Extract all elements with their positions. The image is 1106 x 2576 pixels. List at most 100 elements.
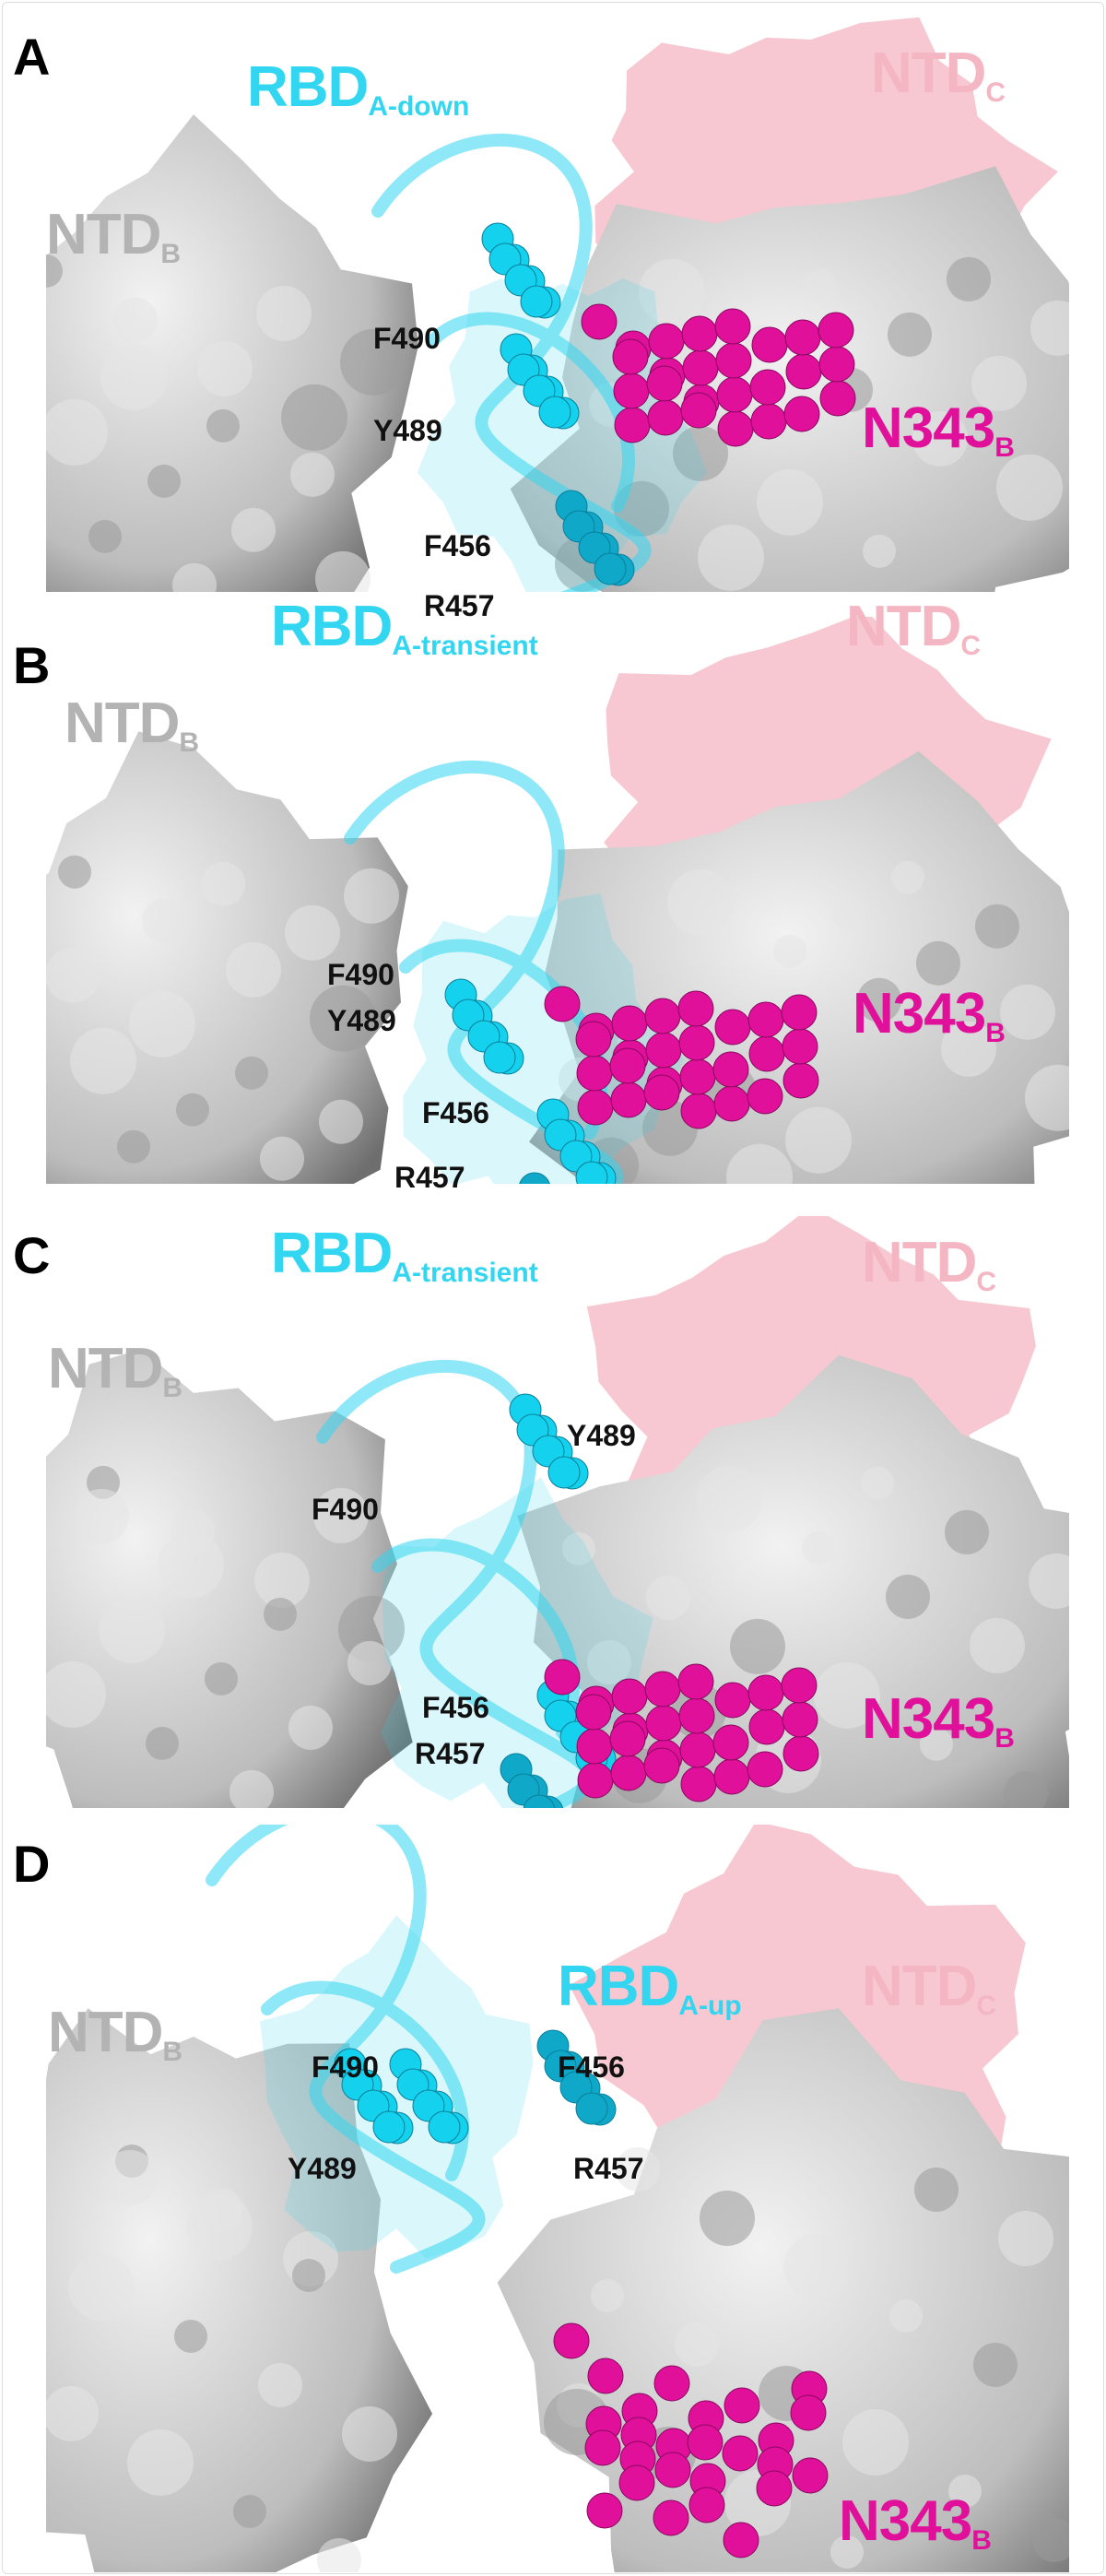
glycan-sphere [785, 353, 822, 390]
residue-label: F456 [424, 529, 491, 562]
residue-sphere [547, 1456, 581, 1489]
surface-bump [197, 340, 253, 396]
glycan-sphere [611, 1678, 648, 1715]
residue-label: F456 [422, 1096, 489, 1129]
glycan-sphere [678, 1697, 715, 1734]
surface-bump [147, 464, 181, 498]
glycan-sphere [612, 338, 649, 375]
surface-bump [773, 934, 806, 968]
surface-bump [68, 2253, 135, 2321]
residue-sphere [538, 396, 571, 429]
surface-bump [970, 1617, 1025, 1673]
panel-letter: C [13, 1226, 51, 1284]
glycan-sphere [790, 2394, 827, 2431]
n343-label-subscript: B [994, 1723, 1015, 1754]
rbd-label-subscript: A-transient [392, 1258, 538, 1288]
ntd-b-surface [46, 1349, 413, 1808]
glycan-sphere [544, 1659, 581, 1696]
surface-bump [832, 897, 865, 931]
n343-label-main: N343 [839, 2489, 972, 2553]
glycan-sphere [714, 1682, 751, 1719]
surface-bump [99, 1596, 165, 1663]
glycan-sphere [576, 1728, 613, 1765]
surface-bump [258, 2362, 302, 2407]
glycan-sphere [682, 349, 719, 386]
glycan-sphere [723, 2522, 759, 2558]
residue-sphere [575, 1161, 608, 1184]
residue-label: F490 [373, 322, 441, 355]
glycan-sphere [678, 1024, 715, 1061]
molecular-rendering [46, 1825, 1069, 2572]
n343-label-main: N343 [862, 396, 995, 460]
surface-bump [591, 2278, 624, 2312]
glycan-sphere [722, 2435, 759, 2472]
glycan-sphere [680, 392, 717, 429]
residue-sphere [575, 2092, 608, 2125]
molecular-rendering [46, 17, 1069, 592]
surface-bump [700, 2190, 755, 2246]
glycan-sphere [782, 1062, 819, 1099]
glycan-sphere [681, 315, 718, 352]
glycan-sphere [818, 346, 855, 383]
glycan-sphere [610, 1081, 647, 1118]
surface-bump [260, 1136, 304, 1181]
surface-bump [830, 2535, 864, 2569]
ntd-b-label: NTDB [65, 691, 200, 758]
ntd-b-label-subscript: B [179, 727, 200, 758]
molecular-rendering [46, 617, 1069, 1184]
glycan-sphere [577, 1089, 614, 1126]
residue-sphere [594, 552, 627, 585]
surface-bump [205, 1661, 238, 1696]
rbd-ribbon [371, 133, 652, 592]
residue-sphere [523, 1794, 556, 1808]
glycan-sphere [688, 2487, 725, 2523]
surface-bump [344, 868, 399, 924]
n343-label-main: N343 [862, 1687, 995, 1751]
surface-bump [292, 2258, 325, 2292]
glycan-sphere [747, 1001, 784, 1038]
glycan-sphere [717, 410, 754, 447]
surface-bump [804, 268, 837, 302]
n343-label: N343B [862, 1686, 1015, 1754]
surface-bump [317, 2537, 361, 2572]
ntd-b-label: NTDB [48, 1336, 182, 1403]
surface-bump [129, 990, 195, 1058]
glycan-sphere [645, 1705, 682, 1742]
glycan-sphere [584, 2429, 621, 2466]
surface-bump [1029, 1553, 1069, 1609]
residue-label: F490 [327, 958, 394, 991]
surface-bump [235, 1056, 268, 1090]
surface-bump [1004, 1770, 1048, 1808]
glycan-sphere [646, 365, 683, 402]
ntd-c-label-subscript: C [960, 631, 982, 661]
surface-bump [172, 562, 217, 592]
surface-bump [113, 297, 158, 342]
panel-c: C NTDB RBDA-transient NTDC N343B Y489 F490 F456… [0, 1216, 1106, 1808]
glycan-sphere [680, 1766, 717, 1802]
ntd-b-label-main: NTD [48, 1337, 163, 1400]
rbd-label-subscript: A-up [678, 1991, 742, 2021]
residue-label: Y489 [373, 414, 442, 447]
glycan-sphere [677, 990, 714, 1027]
panel-letter: B [13, 636, 51, 694]
surface-bump [1000, 984, 1055, 1040]
glycan-sphere [818, 312, 854, 349]
rbd-label-main: RBD [271, 1222, 393, 1285]
n343-label: N343B [853, 981, 1006, 1048]
glycan-sphere [713, 1085, 750, 1122]
rbd-label-subscript: A-down [368, 91, 470, 122]
surface-bump [783, 2233, 850, 2300]
surface-bump [886, 1574, 930, 1619]
residue-sphere [428, 2110, 461, 2144]
n343-label: N343B [862, 396, 1015, 463]
residue-label: Y489 [567, 1419, 636, 1452]
surface-bump [1025, 1064, 1069, 1131]
surface-bump [914, 2167, 959, 2212]
glycan-sphere [679, 1731, 716, 1768]
surface-bump [264, 1597, 297, 1631]
glycan-sphere [553, 2322, 590, 2359]
panel-a: A NTDB RBDA-down NTDC N343B F490 Y489 F456 R457 [0, 8, 1106, 622]
rbd-label: RBDA-up [558, 1954, 742, 2021]
surface-bump [1030, 300, 1069, 356]
